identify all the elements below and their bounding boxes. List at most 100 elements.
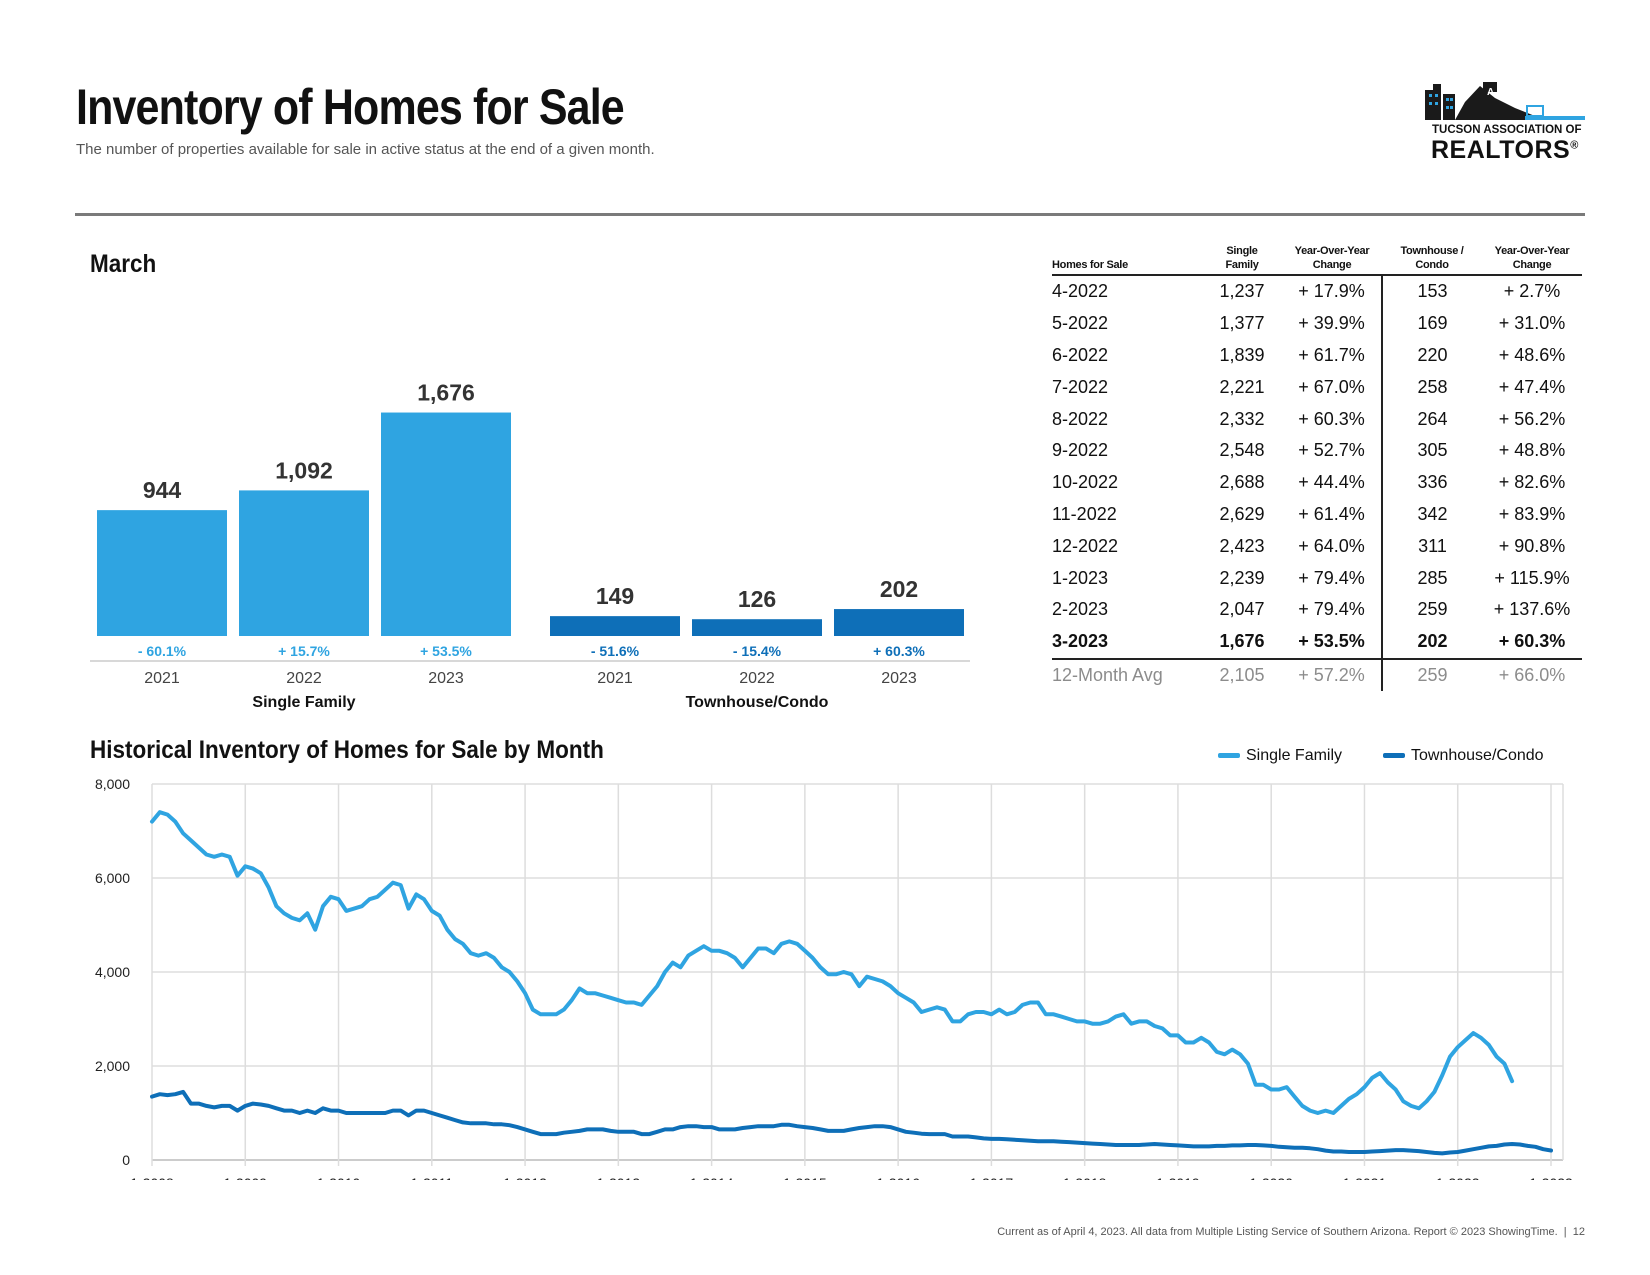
table-cell: 8-2022 — [1052, 408, 1109, 429]
table-cell: 2,221 — [1219, 376, 1265, 397]
table-cell: + 61.7% — [1282, 339, 1383, 372]
table-cell: + 82.6% — [1498, 472, 1566, 493]
table-cell: 11-2022 — [1052, 503, 1117, 524]
table-cell: 2,423 — [1219, 535, 1265, 556]
x-tick-label: 1-2013 — [597, 1175, 641, 1180]
table-cell: + 2.7% — [1503, 281, 1561, 302]
legend-swatch-townhouse — [1383, 753, 1405, 759]
x-tick-label: 1-2014 — [690, 1175, 734, 1180]
table-cell: 6-2022 — [1052, 344, 1109, 365]
table-cell: + 52.7% — [1282, 434, 1383, 467]
y-tick-label: 2,000 — [95, 1058, 130, 1074]
table-cell: 7-2022 — [1052, 376, 1109, 397]
bar-value-label: 202 — [880, 576, 918, 602]
x-tick-label: 1-2022 — [1436, 1175, 1480, 1180]
bar-year-label: 2022 — [739, 670, 775, 687]
table-cell: 264 — [1417, 408, 1448, 429]
table-cell: 1,237 — [1219, 281, 1265, 302]
svg-text:A: A — [1487, 87, 1494, 98]
legend-swatch-single-family — [1218, 753, 1240, 759]
legend-single-family: Single Family — [1218, 747, 1342, 765]
table-cell: 169 — [1417, 313, 1448, 334]
table-row: 9-2022 2,548 + 52.7% 305 + 48.8% — [1052, 434, 1582, 467]
bar-townhouse-2022 — [692, 619, 822, 636]
table-cell: 202 — [1382, 625, 1482, 660]
legend-townhouse: Townhouse/Condo — [1383, 747, 1544, 765]
y-tick-label: 4,000 — [95, 964, 130, 980]
table-header-yoy-single: Year-Over-Year Change — [1282, 244, 1382, 276]
x-tick-label: 1-2018 — [1063, 1175, 1107, 1180]
bar-single-family-2023 — [381, 412, 511, 636]
page-title: Inventory of Homes for Sale — [76, 79, 625, 135]
x-tick-label: 1-2012 — [503, 1175, 547, 1180]
table-cell: 2,332 — [1219, 408, 1265, 429]
logo-line2: REALTORS® — [1431, 136, 1579, 164]
bar-value-label: 1,676 — [417, 380, 475, 406]
x-tick-label: 1-2009 — [223, 1175, 267, 1180]
table-cell: + 53.5% — [1282, 625, 1383, 660]
table-cell: 258 — [1417, 376, 1448, 397]
inventory-table: Homes for Sale Single Family Year-Over-Y… — [1052, 244, 1582, 692]
x-tick-label: 1-2010 — [317, 1175, 361, 1180]
table-cell: + 17.9% — [1282, 275, 1383, 308]
bar-change-label: + 53.5% — [420, 643, 472, 659]
series-line-single-family — [150, 810, 1515, 1115]
table-row: 4-2022 1,237 + 17.9% 153 + 2.7% — [1052, 275, 1582, 308]
bar-single-family-2022 — [239, 490, 369, 636]
table-cell: 1-2023 — [1052, 567, 1109, 588]
historical-line-chart: 0 2,000 4,000 6,000 8,000 1-2008 1-2009 1-2010 1… — [95, 776, 1573, 1180]
table-cell: + 56.2% — [1498, 408, 1566, 429]
table-cell: + 115.9% — [1494, 567, 1570, 588]
header-divider — [75, 213, 1585, 216]
table-row: 11-2022 2,629 + 61.4% 342 + 83.9% — [1052, 498, 1582, 531]
table-cell: + 79.4% — [1282, 593, 1383, 626]
table-header-single-family: Single Family — [1202, 244, 1282, 276]
bar-year-label: 2022 — [286, 670, 322, 687]
bar-year-label: 2021 — [597, 670, 633, 687]
table-cell: 259 — [1417, 599, 1448, 620]
y-tick-label: 6,000 — [95, 870, 130, 886]
table-row: 1-2023 2,239 + 79.4% 285 + 115.9% — [1052, 562, 1582, 594]
table-cell: 1,676 — [1202, 625, 1282, 660]
table-cell: + 60.3% — [1482, 625, 1582, 660]
bar-change-label: - 15.4% — [733, 643, 782, 659]
bar-single-family-2021 — [97, 510, 227, 636]
logo-line1: TUCSON ASSOCIATION OF — [1432, 124, 1582, 136]
series-line-townhouse — [150, 1089, 1553, 1156]
table-cell: 9-2022 — [1052, 440, 1109, 461]
x-tick-label: 1-2008 — [130, 1175, 174, 1180]
bar-townhouse-2023 — [834, 609, 964, 636]
table-cell: 3-2023 — [1052, 625, 1202, 660]
table-cell: 305 — [1417, 440, 1448, 461]
table-cell: 2,239 — [1219, 567, 1265, 588]
table-header-row: Homes for Sale Single Family Year-Over-Y… — [1052, 244, 1582, 276]
y-tick-label: 8,000 — [95, 776, 130, 792]
bar-change-label: + 60.3% — [873, 643, 925, 659]
table-cell: + 67.0% — [1282, 371, 1383, 404]
table-cell: + 57.2% — [1282, 658, 1383, 692]
x-tick-label: 1-2023 — [1529, 1175, 1573, 1180]
table-row: 5-2022 1,377 + 39.9% 169 + 31.0% — [1052, 307, 1582, 340]
table-header-yoy-townhouse: Year-Over-Year Change — [1482, 244, 1582, 276]
table-cell: + 48.6% — [1498, 344, 1566, 365]
table-cell: 5-2022 — [1052, 313, 1109, 334]
bar-value-label: 149 — [596, 583, 634, 609]
table-cell: 220 — [1417, 344, 1448, 365]
bar-change-label: + 15.7% — [278, 643, 330, 659]
table-row: 6-2022 1,839 + 61.7% 220 + 48.6% — [1052, 339, 1582, 372]
x-tick-label: 1-2015 — [783, 1175, 827, 1180]
table-cell: + 79.4% — [1282, 562, 1383, 594]
x-tick-label: 1-2021 — [1343, 1175, 1387, 1180]
x-tick-label: 1-2016 — [876, 1175, 920, 1180]
footer: Current as of April 4, 2023. All data fr… — [997, 1226, 1585, 1238]
table-cell: 2,047 — [1219, 599, 1265, 620]
table-cell: + 60.3% — [1282, 403, 1383, 435]
table-cell: 4-2022 — [1052, 281, 1109, 302]
table-cell: 2-2023 — [1052, 599, 1109, 620]
table-cell: + 64.0% — [1282, 530, 1383, 563]
table-cell: 2,105 — [1219, 664, 1265, 685]
table-cell: 2,548 — [1219, 440, 1265, 461]
table-cell: 336 — [1417, 472, 1448, 493]
table-cell: 2,629 — [1219, 503, 1265, 524]
table-cell: + 83.9% — [1498, 503, 1566, 524]
